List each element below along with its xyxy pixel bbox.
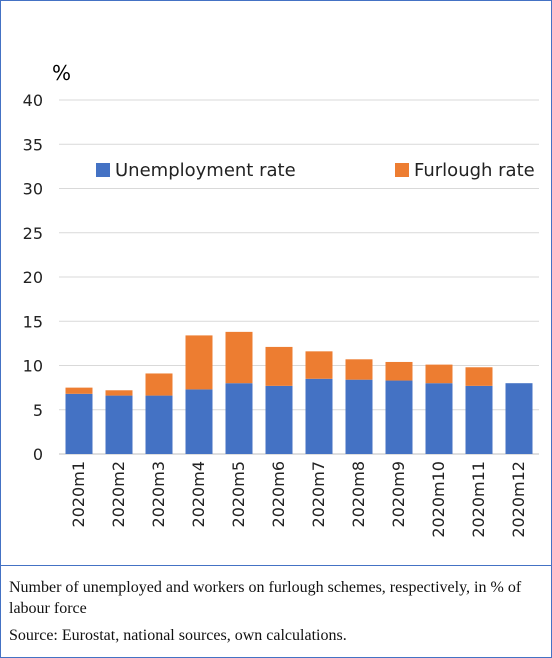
x-tick-labels: 2020m1 2020m2 2020m3 2020m4 2020m5 2020m6 2020… — [69, 461, 528, 538]
y-tick-label: 30 — [23, 180, 43, 199]
x-tick-label: 2020m1 — [69, 461, 88, 527]
unemployment-bar-2020m4 — [185, 389, 213, 454]
y-tick-label: 35 — [23, 135, 43, 154]
y-tick-label: 15 — [23, 312, 43, 331]
furlough-bar-2020m3 — [145, 373, 173, 396]
unemployment-bar-2020m7 — [305, 378, 333, 454]
unemployment-bar-2020m3 — [145, 395, 173, 454]
legend-swatch — [395, 163, 409, 177]
furlough-bar-2020m8 — [345, 359, 373, 380]
bars — [65, 331, 533, 454]
x-tick-label: 2020m8 — [349, 461, 368, 527]
unemployment-bar-2020m1 — [65, 393, 93, 454]
y-axis-label: % — [52, 61, 71, 85]
y-tick-label: 5 — [33, 401, 43, 420]
chart-area: 0 5 10 15 20 25 30 35 40 % 2020m1 2020m2 2020m3 202… — [1, 1, 551, 565]
caption-divider — [1, 565, 551, 566]
unemployment-bar-2020m12 — [505, 383, 533, 454]
legend-swatch — [96, 163, 110, 177]
unemployment-bar-2020m10 — [425, 383, 453, 454]
furlough-bar-2020m6 — [265, 346, 293, 386]
unemployment-bar-2020m6 — [265, 385, 293, 454]
y-tick-label: 40 — [23, 91, 43, 110]
y-tick-label: 0 — [33, 445, 43, 464]
unemployment-bar-2020m5 — [225, 383, 253, 454]
caption-note: Number of unemployed and workers on furl… — [9, 579, 522, 617]
x-tick-label: 2020m5 — [229, 461, 248, 527]
furlough-bar-2020m9 — [385, 361, 413, 381]
x-tick-label: 2020m9 — [389, 461, 408, 527]
x-tick-label: 2020m2 — [109, 461, 128, 527]
furlough-bar-2020m4 — [185, 335, 213, 390]
y-tick-label: 10 — [23, 357, 43, 376]
x-tick-label: 2020m10 — [429, 461, 448, 538]
unemployment-bar-2020m8 — [345, 379, 373, 454]
x-tick-label: 2020m11 — [469, 461, 488, 538]
caption-source: Source: Eurostat, national sources, own … — [9, 627, 347, 644]
x-tick-label: 2020m7 — [309, 461, 328, 527]
caption: Number of unemployed and workers on furl… — [9, 577, 539, 646]
gridlines — [59, 99, 539, 455]
furlough-bar-2020m11 — [465, 367, 493, 386]
unemployment-bar-2020m2 — [105, 395, 133, 454]
y-tick-label: 25 — [23, 224, 43, 243]
y-tick-label: 20 — [23, 268, 43, 287]
furlough-bar-2020m1 — [65, 387, 93, 394]
x-tick-label: 2020m6 — [269, 461, 288, 527]
legend: Unemployment rate Furlough rate — [96, 160, 535, 181]
legend-label: Unemployment rate — [115, 160, 296, 181]
x-tick-label: 2020m4 — [189, 461, 208, 527]
unemployment-bar-2020m11 — [465, 385, 493, 454]
legend-label: Furlough rate — [414, 160, 535, 181]
y-tick-labels: 0 5 10 15 20 25 30 35 40 — [23, 91, 43, 464]
furlough-bar-2020m10 — [425, 364, 453, 384]
x-tick-label: 2020m12 — [509, 461, 528, 538]
unemployment-bar-2020m9 — [385, 380, 413, 454]
x-tick-label: 2020m3 — [149, 461, 168, 527]
furlough-bar-2020m5 — [225, 331, 253, 384]
furlough-bar-2020m2 — [105, 390, 133, 396]
furlough-bar-2020m7 — [305, 351, 333, 379]
